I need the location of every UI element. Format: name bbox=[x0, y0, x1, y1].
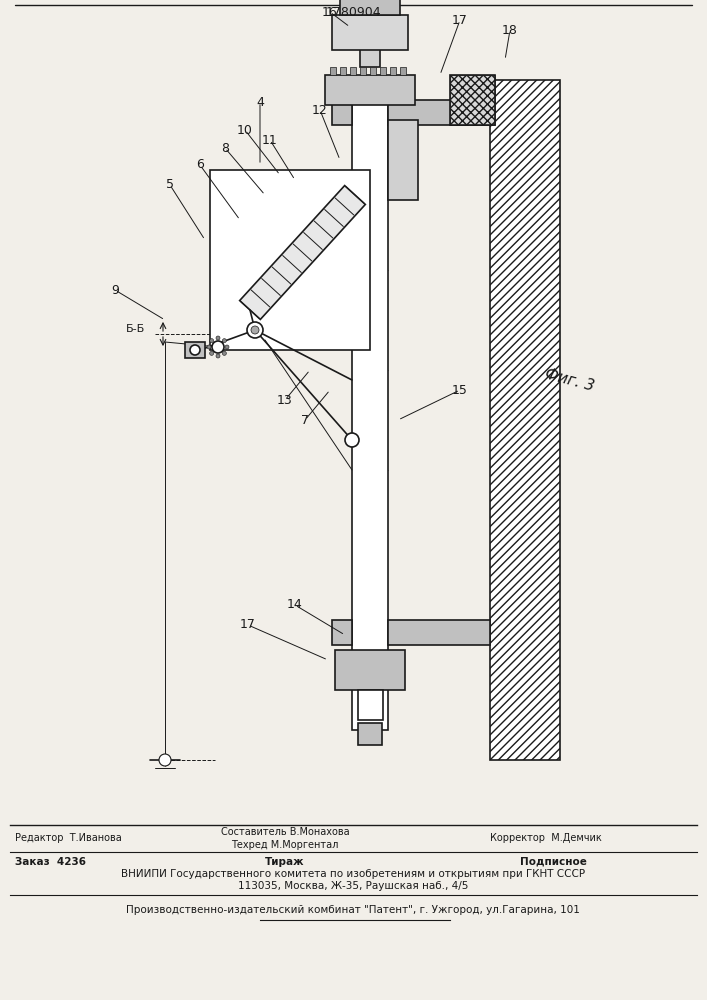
Text: 14: 14 bbox=[287, 598, 303, 611]
Bar bbox=[350, 67, 356, 75]
Bar bbox=[490, 80, 560, 760]
Circle shape bbox=[190, 345, 200, 355]
Circle shape bbox=[216, 336, 220, 340]
Bar bbox=[325, 75, 415, 105]
Text: 15: 15 bbox=[452, 383, 468, 396]
Circle shape bbox=[251, 326, 259, 334]
Text: 7: 7 bbox=[301, 414, 309, 426]
Bar bbox=[360, 67, 366, 75]
Text: 17: 17 bbox=[240, 618, 256, 632]
Text: 12: 12 bbox=[312, 104, 328, 116]
Bar bbox=[340, 0, 400, 15]
Circle shape bbox=[159, 754, 171, 766]
Circle shape bbox=[212, 341, 224, 353]
Polygon shape bbox=[185, 342, 205, 358]
Text: Составитель В.Монахова: Составитель В.Монахова bbox=[221, 827, 349, 837]
Bar bbox=[352, 100, 388, 730]
Bar bbox=[358, 690, 383, 720]
Bar bbox=[388, 620, 490, 645]
Bar bbox=[332, 15, 408, 50]
Bar bbox=[335, 650, 405, 690]
Text: 6: 6 bbox=[196, 158, 204, 172]
Text: Производственно-издательский комбинат "Патент", г. Ужгород, ул.Гагарина, 101: Производственно-издательский комбинат "П… bbox=[126, 905, 580, 915]
Text: Корректор  М.Демчик: Корректор М.Демчик bbox=[490, 833, 602, 843]
Text: ВНИИПИ Государственного комитета по изобретениям и открытиям при ГКНТ СССР: ВНИИПИ Государственного комитета по изоб… bbox=[121, 869, 585, 879]
Bar bbox=[330, 67, 336, 75]
Bar bbox=[358, 723, 382, 745]
Circle shape bbox=[223, 351, 226, 355]
Text: Фиг. 3: Фиг. 3 bbox=[544, 366, 596, 394]
Circle shape bbox=[210, 339, 214, 343]
Circle shape bbox=[210, 351, 214, 355]
Circle shape bbox=[225, 345, 229, 349]
Bar bbox=[332, 620, 352, 645]
Text: Техред М.Моргентал: Техред М.Моргентал bbox=[231, 840, 339, 850]
Text: 17: 17 bbox=[452, 13, 468, 26]
Text: Заказ  4236: Заказ 4236 bbox=[15, 857, 86, 867]
Circle shape bbox=[216, 354, 220, 358]
Text: 113035, Москва, Ж-35, Раушская наб., 4/5: 113035, Москва, Ж-35, Раушская наб., 4/5 bbox=[238, 881, 468, 891]
Polygon shape bbox=[240, 186, 366, 319]
Bar bbox=[388, 120, 418, 200]
Text: 10: 10 bbox=[237, 123, 253, 136]
Text: 16: 16 bbox=[322, 5, 338, 18]
Bar bbox=[388, 100, 490, 125]
Bar bbox=[332, 100, 352, 125]
Text: 11: 11 bbox=[262, 133, 278, 146]
Text: 5: 5 bbox=[166, 178, 174, 192]
Circle shape bbox=[247, 322, 263, 338]
Text: Редактор  Т.Иванова: Редактор Т.Иванова bbox=[15, 833, 122, 843]
Text: 18: 18 bbox=[502, 23, 518, 36]
Bar bbox=[450, 75, 495, 125]
Text: 1780904: 1780904 bbox=[325, 5, 381, 18]
Bar bbox=[400, 67, 406, 75]
Bar bbox=[360, 40, 380, 67]
Text: Б-Б: Б-Б bbox=[126, 324, 145, 334]
Text: Тираж: Тираж bbox=[265, 857, 305, 867]
Text: 4: 4 bbox=[256, 96, 264, 108]
Bar bbox=[370, 67, 376, 75]
Bar bbox=[390, 67, 396, 75]
Bar bbox=[210, 170, 370, 350]
Bar bbox=[340, 67, 346, 75]
Circle shape bbox=[345, 433, 359, 447]
Text: Подписное: Подписное bbox=[520, 857, 587, 867]
Bar bbox=[450, 75, 495, 125]
Text: 9: 9 bbox=[111, 284, 119, 296]
Text: 8: 8 bbox=[221, 141, 229, 154]
Bar bbox=[380, 67, 386, 75]
Circle shape bbox=[207, 345, 211, 349]
Text: 13: 13 bbox=[277, 393, 293, 406]
Circle shape bbox=[223, 339, 226, 343]
